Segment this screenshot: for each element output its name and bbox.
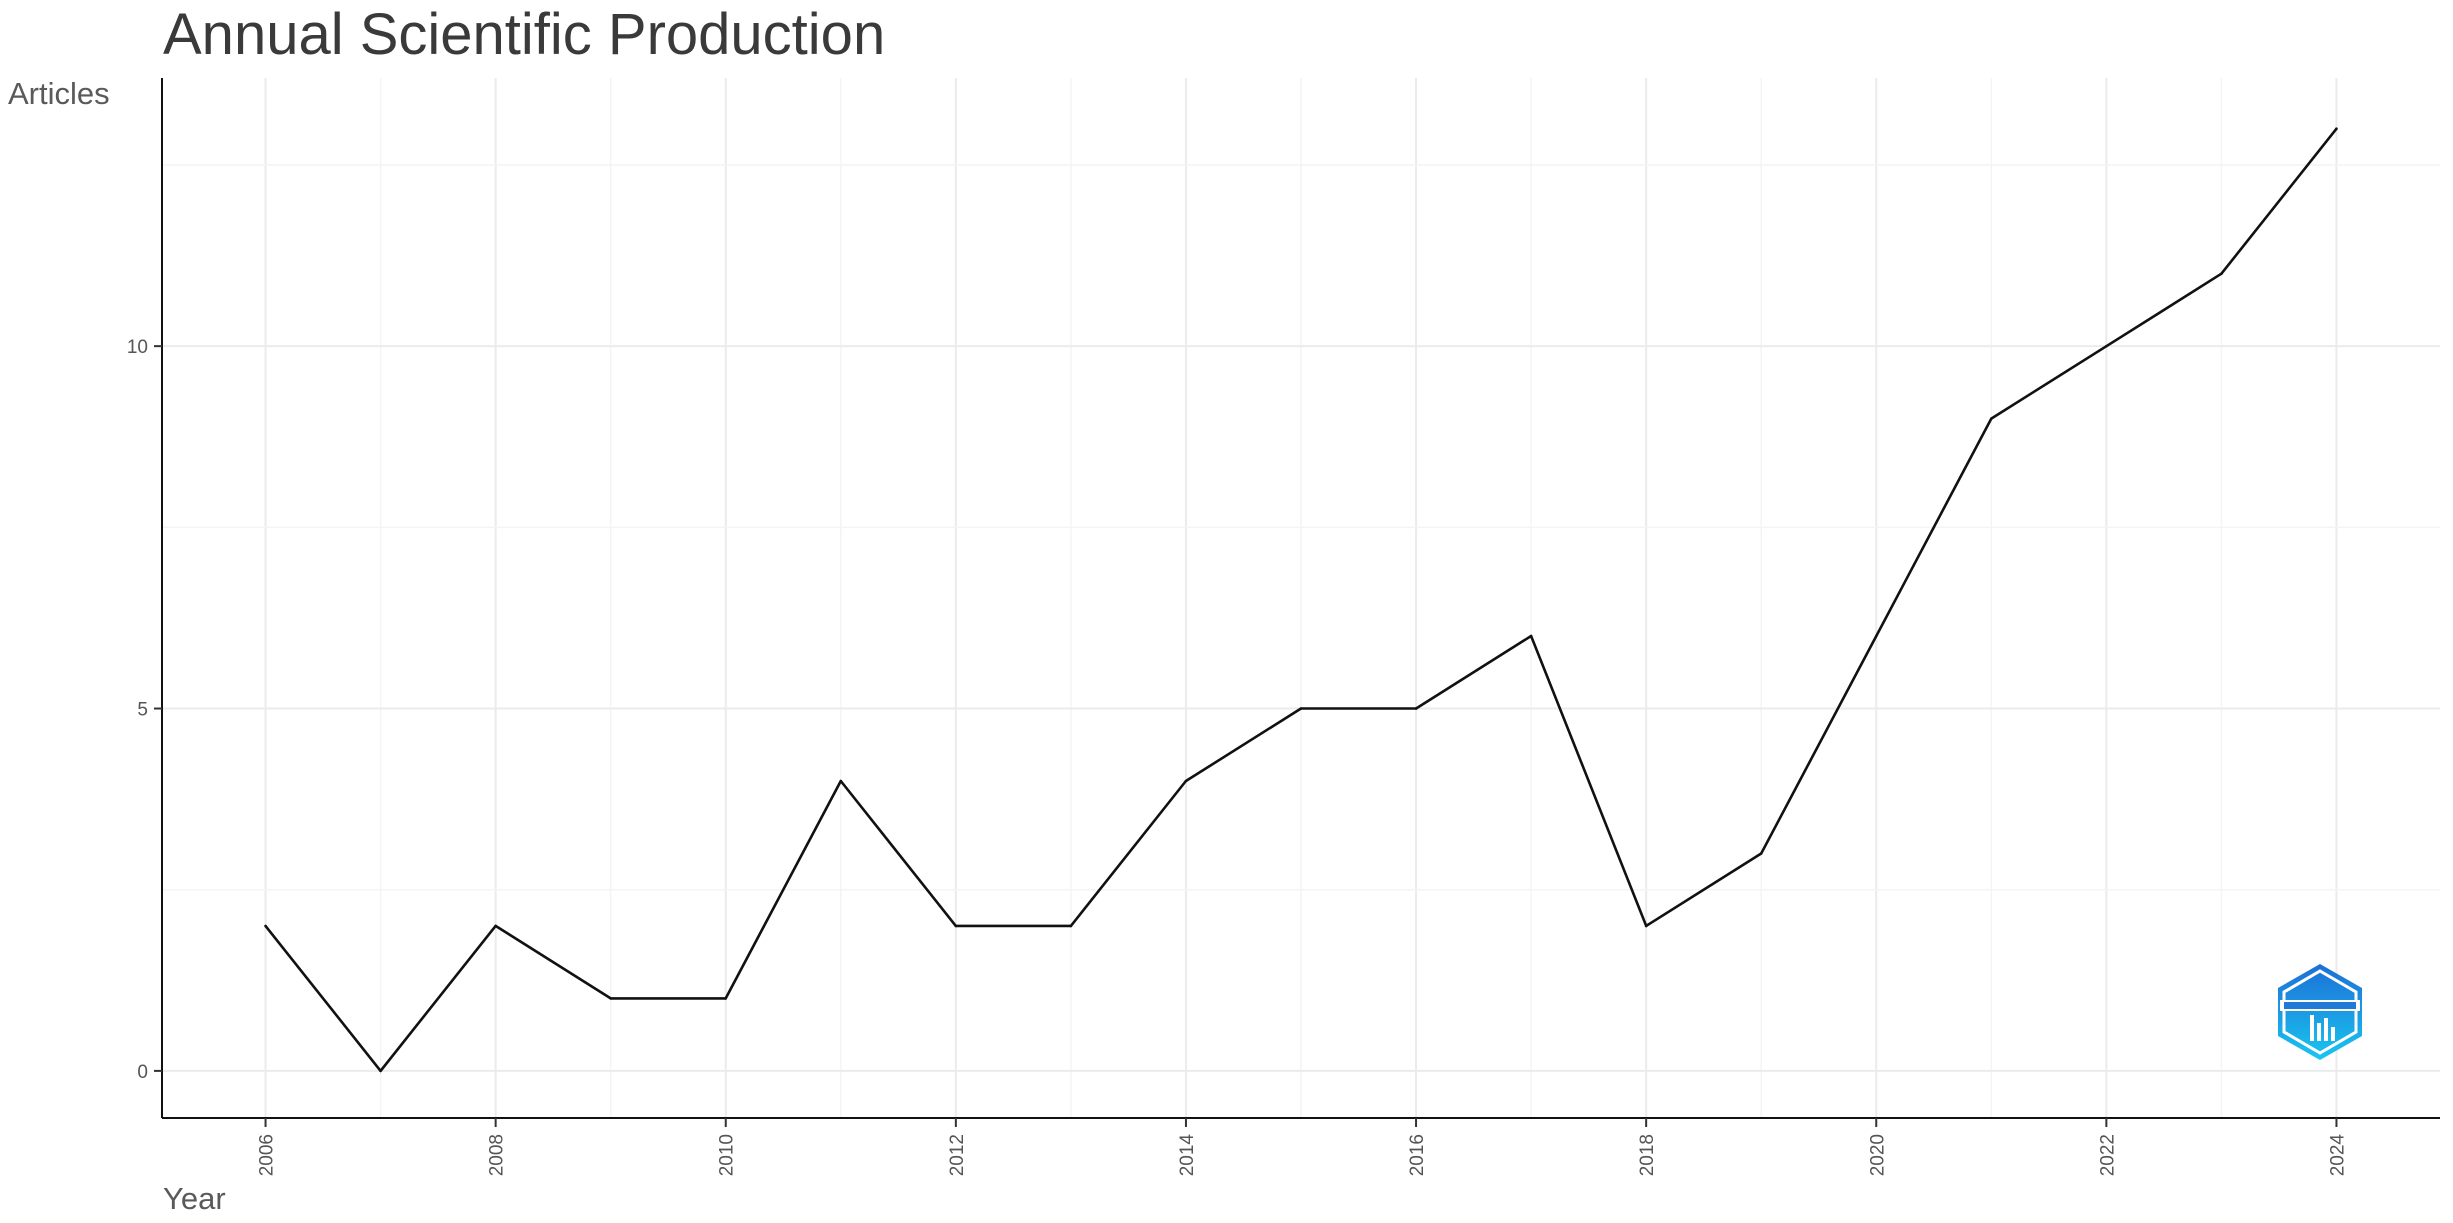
data-point: [954, 924, 958, 928]
x-axis-title: Year: [163, 1181, 226, 1216]
data-point: [1299, 707, 1303, 710]
axes: [161, 78, 2440, 1119]
data-point: [1414, 707, 1418, 710]
x-tick-label: 2020: [1867, 1134, 1888, 1176]
y-axis-title: Articles: [8, 76, 110, 111]
x-tick-label: 2014: [1177, 1134, 1198, 1177]
data-point: [609, 997, 612, 1000]
x-tick-label: 2006: [257, 1134, 278, 1176]
data-point: [2105, 344, 2108, 348]
x-tick-label: 2018: [1637, 1134, 1658, 1176]
data-point: [839, 779, 843, 783]
data-point: [1874, 634, 1878, 638]
data-point: [1184, 779, 1188, 783]
grid-lines: [162, 78, 2440, 1118]
chart-title: Annual Scientific Production: [163, 2, 885, 67]
y-tick-label: 0: [137, 1062, 148, 1083]
data-point: [1069, 924, 1073, 928]
x-tick-label: 2024: [2327, 1134, 2348, 1177]
series-layer: [264, 127, 2338, 1073]
data-point: [379, 1069, 382, 1073]
x-tick-label: 2008: [487, 1134, 508, 1176]
x-tick-label: 2012: [947, 1134, 968, 1176]
data-point: [724, 997, 728, 1000]
y-tick-label: 10: [127, 337, 148, 358]
data-point: [2220, 272, 2223, 275]
data-point: [2335, 127, 2338, 131]
x-tick-label: 2022: [2097, 1134, 2118, 1176]
tick-labels: 2006 2008 2010 2012 2014 2016 2018 2020 2022 2024…: [127, 337, 2349, 1176]
x-tick-label: 2016: [1407, 1134, 1428, 1176]
y-tick-label: 5: [137, 700, 148, 721]
data-point: [494, 924, 497, 928]
data-point: [264, 924, 267, 928]
data-point: [1759, 852, 1763, 855]
x-tick-label: 2010: [717, 1134, 738, 1176]
data-point: [1644, 924, 1648, 928]
data-point: [1529, 634, 1533, 638]
bibliometrix-logo: [2278, 964, 2362, 1060]
data-point: [1990, 417, 1993, 420]
